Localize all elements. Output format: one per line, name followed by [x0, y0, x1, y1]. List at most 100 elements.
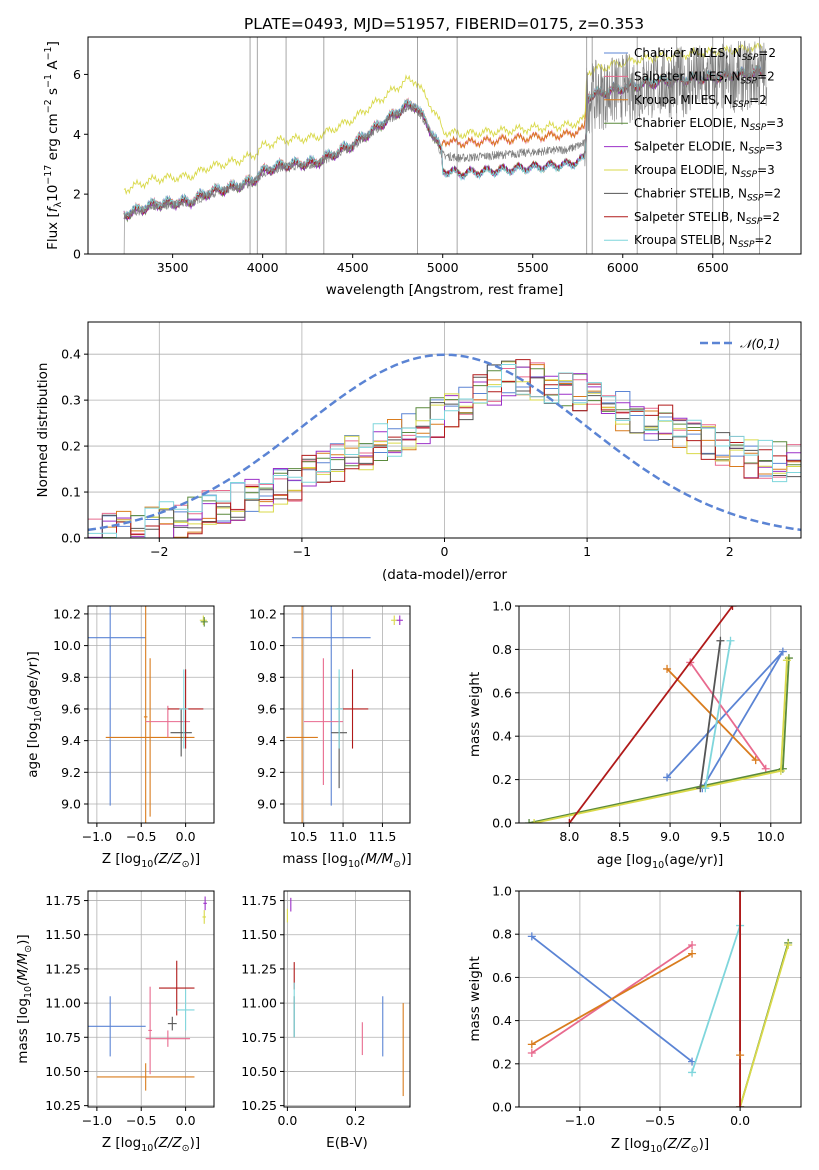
y-tick-label: 4 — [73, 127, 81, 142]
legend-nssp: =3 — [757, 163, 775, 177]
legend-nssp: =3 — [765, 140, 783, 154]
x-tick-label: −0.5 — [645, 1113, 675, 1128]
label-part: )] — [15, 934, 31, 945]
x-tick-label: 8.5 — [610, 829, 630, 844]
y-axis-label: Flux [fλ10−17 erg cm−2 s−1 A−1] — [43, 41, 64, 250]
x-tick-label: −1.0 — [82, 829, 112, 844]
y-tick-label: 0.3 — [61, 393, 81, 408]
legend-nssp: =2 — [757, 69, 775, 83]
y-tick-label: 9.2 — [61, 765, 81, 780]
label-part: s — [45, 88, 61, 99]
label-part: −1 — [43, 74, 54, 88]
x-tick-label: 4000 — [247, 260, 279, 275]
y-tick-label: 9.8 — [257, 670, 277, 685]
legend-name: Kroupa ELODIE, N — [634, 163, 741, 177]
label-part: λ — [53, 202, 64, 208]
y-tick-label: 11.00 — [241, 996, 277, 1011]
legend-subscript: SSP — [741, 170, 758, 180]
gaussian-curve — [88, 353, 801, 532]
x-tick-label: 1 — [583, 544, 591, 559]
label-part: 10 — [23, 986, 34, 998]
label-part: 10 — [141, 859, 153, 870]
x-tick-label: 0.2 — [346, 1113, 366, 1128]
y-tick-label: 10.75 — [241, 1030, 277, 1045]
y-tick-label: 9.6 — [257, 701, 277, 716]
x-tick-label: −2 — [150, 544, 168, 559]
legend-subscript: SSP — [738, 240, 755, 250]
y-axis-label: mass [log10(M/M⊙)] — [15, 934, 34, 1063]
x-tick-label: −0.5 — [126, 1113, 156, 1128]
y-tick-label: 0.6 — [492, 970, 512, 985]
legend-name: Chabrier MILES, N — [634, 46, 742, 60]
axes-weight_vs_Z: −1.0 −0.5 0.0 0.0 0.2 0.4 0.6 0.8 1.0 Z [log10(Z/… — [467, 884, 802, 1155]
x-tick-label: 5500 — [517, 260, 549, 275]
axes-spectrum: 3500 4000 4500 5000 5500 6000 6500 0 2 4 6 waveleng… — [43, 36, 802, 298]
mass-weight-line — [528, 658, 790, 823]
legend-label: Kroupa STELIB, NSSP=2 — [634, 233, 772, 250]
y-tick-label: 0.8 — [492, 927, 512, 942]
x-axis-label: Z [log10(Z/Z⊙)] — [102, 1135, 200, 1154]
y-tick-label: 10.50 — [241, 1064, 277, 1079]
legend-nssp: =2 — [754, 233, 772, 247]
mass-weight-marker — [761, 764, 770, 773]
legend-name: Salpeter STELIB, N — [634, 210, 746, 224]
mass-weight-marker — [716, 636, 725, 645]
y-tick-label: 11.25 — [45, 961, 81, 976]
label-part: (Z/Z — [153, 851, 182, 867]
y-tick-label: 0.4 — [492, 1013, 512, 1028]
mass-weight-marker — [701, 784, 710, 793]
y-tick-label: 9.4 — [61, 733, 81, 748]
x-axis-label: age [log10(age/yr)] — [597, 852, 723, 871]
x-tick-label: 11.0 — [329, 829, 357, 844]
mass-weight-marker — [525, 819, 534, 823]
mass-weight-marker — [688, 941, 697, 949]
label-part: mass [log — [282, 851, 348, 867]
mass-weight-line — [704, 640, 732, 789]
axes-weight_vs_age: 8.0 8.5 9.0 9.5 10.0 0.0 0.2 0.4 0.6 0.8 1.0 age [l… — [467, 599, 802, 871]
legend-name: Kroupa MILES, N — [634, 93, 733, 107]
x-tick-label: 0 — [441, 544, 449, 559]
label-part: Flux [ — [45, 212, 61, 250]
mass-weight-line — [666, 668, 757, 761]
legend-nssp: =2 — [749, 93, 767, 107]
x-tick-label: 10.5 — [290, 829, 318, 844]
y-tick-label: 9.2 — [257, 765, 277, 780]
label-part: ⊙ — [182, 859, 190, 870]
mass-weight-marker — [530, 819, 539, 823]
legend-name: Chabrier ELODIE, N — [634, 116, 750, 130]
y-tick-label: 10.2 — [53, 606, 81, 621]
mass-weight-line — [531, 952, 693, 1046]
x-tick-label: 9.0 — [660, 829, 680, 844]
label-part: age [log — [597, 852, 652, 868]
mass-weight-marker — [688, 1068, 697, 1077]
axes-frame — [87, 605, 215, 824]
x-axis-label: wavelength [Angstrom, rest frame] — [326, 282, 564, 298]
y-tick-label: 0.2 — [61, 439, 81, 454]
x-axis-label: E(B-V) — [326, 1135, 368, 1151]
axes-frame — [87, 36, 802, 255]
legend-label: 𝒩(0,1) — [740, 337, 780, 351]
axes-frame — [518, 605, 802, 824]
x-tick-label: −1.0 — [565, 1113, 595, 1128]
x-tick-label: 0.0 — [277, 1113, 297, 1128]
model-spectrum-line — [123, 64, 763, 218]
residual-histogram-step — [88, 359, 801, 538]
observed-spectrum-line — [123, 40, 768, 254]
label-part: 10 — [45, 185, 61, 202]
legend-subscript: SSP — [750, 123, 767, 133]
legend-subscript: SSP — [748, 147, 765, 157]
y-tick-label: 0.6 — [492, 685, 512, 700]
y-tick-label: 11.75 — [241, 893, 277, 908]
label-part: erg cm — [45, 113, 61, 164]
mass-weight-marker — [527, 932, 536, 941]
y-tick-label: 0.4 — [492, 729, 512, 744]
label-part: Z [log — [102, 1135, 141, 1151]
mass-weight-marker — [527, 1049, 536, 1057]
y-tick-label: 9.0 — [257, 796, 277, 811]
x-tick-label: 10.0 — [757, 829, 785, 844]
label-part: ⊙ — [393, 859, 401, 870]
axes-mass_vs_EBV: 0.0 0.2 10.25 10.50 10.75 11.00 11.25 11.50 11.7… — [241, 890, 411, 1151]
legend-name: Kroupa STELIB, N — [634, 233, 738, 247]
